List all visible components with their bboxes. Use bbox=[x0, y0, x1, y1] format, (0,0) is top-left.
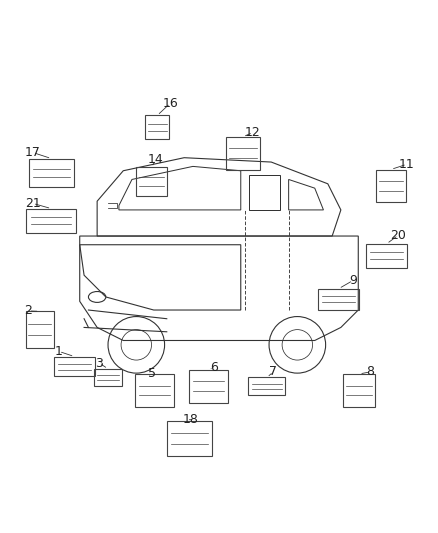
Bar bbox=[94, 369, 122, 386]
Bar bbox=[343, 374, 375, 407]
Bar bbox=[136, 167, 167, 196]
Text: 9: 9 bbox=[349, 274, 357, 287]
Text: 5: 5 bbox=[148, 367, 155, 379]
Bar bbox=[189, 370, 228, 402]
Text: 12: 12 bbox=[245, 126, 261, 139]
Bar bbox=[226, 137, 260, 169]
Bar bbox=[376, 169, 406, 203]
Bar bbox=[25, 311, 54, 348]
Bar bbox=[166, 421, 212, 456]
Text: 11: 11 bbox=[399, 158, 415, 171]
Text: 8: 8 bbox=[367, 365, 374, 378]
Bar bbox=[28, 159, 74, 187]
Bar bbox=[318, 289, 359, 310]
Text: 16: 16 bbox=[162, 97, 178, 110]
Text: 14: 14 bbox=[148, 154, 164, 166]
Bar bbox=[145, 115, 169, 139]
Text: 17: 17 bbox=[25, 146, 41, 159]
Bar bbox=[366, 244, 407, 268]
Text: 2: 2 bbox=[25, 304, 32, 317]
Text: 20: 20 bbox=[390, 229, 406, 241]
Bar bbox=[248, 377, 286, 395]
Bar bbox=[135, 374, 174, 407]
Text: 21: 21 bbox=[25, 197, 41, 210]
Text: 18: 18 bbox=[183, 413, 199, 426]
Bar bbox=[54, 357, 95, 376]
Text: 1: 1 bbox=[55, 345, 63, 358]
Bar bbox=[26, 209, 77, 233]
Text: 6: 6 bbox=[210, 361, 218, 374]
Text: 3: 3 bbox=[95, 357, 103, 369]
Text: 7: 7 bbox=[269, 365, 277, 378]
